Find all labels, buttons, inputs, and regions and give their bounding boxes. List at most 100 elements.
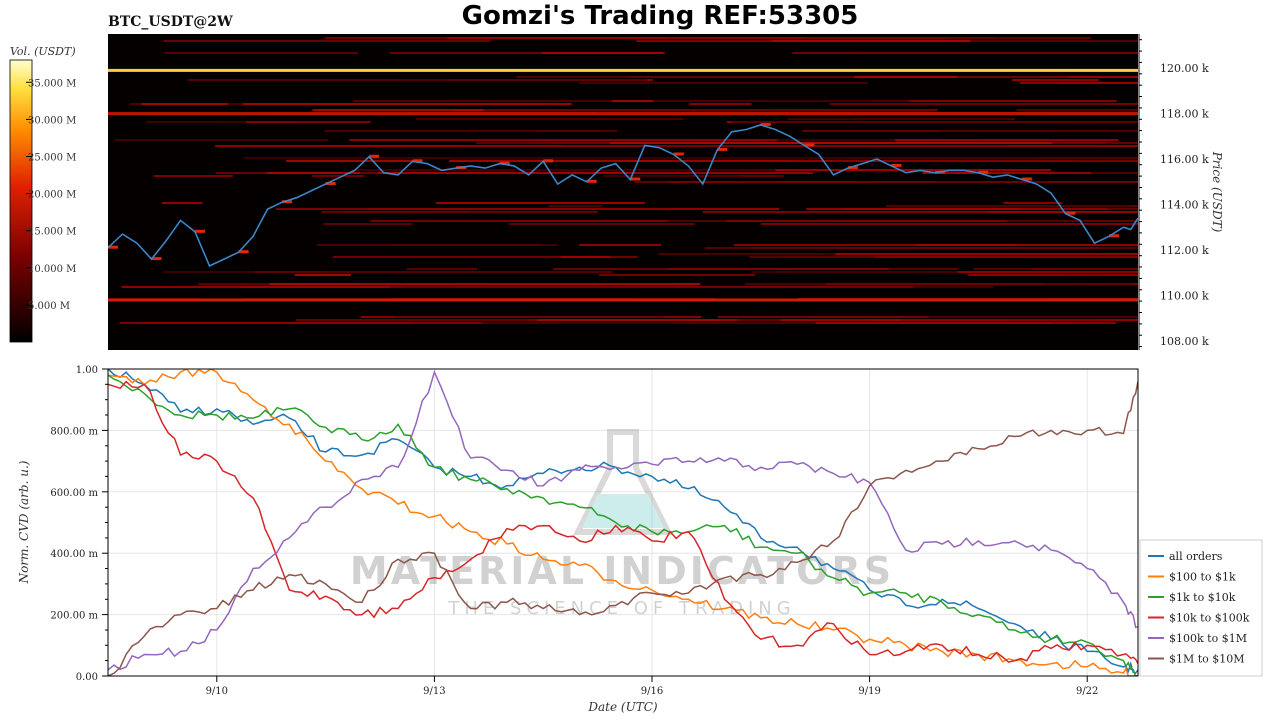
heatmap-band bbox=[294, 274, 351, 276]
heatmap-band bbox=[968, 274, 1138, 276]
heatmap-hotspot bbox=[325, 182, 336, 185]
price-line bbox=[108, 124, 1138, 267]
heatmap-band bbox=[672, 322, 1074, 324]
heatmap-band bbox=[692, 319, 1005, 321]
heatmap-band bbox=[162, 271, 323, 273]
heatmap-band bbox=[406, 268, 478, 270]
heatmap-band bbox=[482, 322, 816, 324]
heatmap-band bbox=[738, 319, 781, 321]
heatmap-hotspot bbox=[1065, 211, 1076, 215]
heatmap-band bbox=[146, 121, 244, 123]
colorbar bbox=[9, 59, 33, 343]
heatmap-band bbox=[894, 139, 1119, 141]
heatmap-band bbox=[825, 283, 1043, 285]
heatmap-band bbox=[579, 244, 661, 246]
colorbar-ticks: 5.000 M 10.000 M 15.000 M 20.000 M 25.000 M 3… bbox=[26, 78, 76, 312]
cvd-x-tick-label: 9/10 bbox=[206, 686, 228, 697]
heatmap-band bbox=[835, 253, 1138, 255]
heatmap-band bbox=[1074, 220, 1138, 222]
heatmap-band bbox=[609, 142, 1052, 144]
colorbar-label: Vol. (USDT) bbox=[10, 45, 76, 58]
cvd-x-tick-label: 9/13 bbox=[423, 686, 445, 697]
heatmap-band bbox=[831, 160, 1138, 162]
heatmap-band bbox=[603, 175, 739, 177]
heatmap-band bbox=[702, 211, 1084, 213]
price-axis: 108.00 k 110.00 k 112.00 k 114.00 k 116.00 k… bbox=[1138, 34, 1209, 350]
price-tick-label: 108.00 k bbox=[1160, 335, 1209, 348]
heatmap-bright-level bbox=[108, 298, 1138, 302]
heatmap-band bbox=[163, 40, 491, 42]
heatmap-band bbox=[447, 37, 804, 39]
cvd-plot-area bbox=[108, 369, 1138, 676]
heatmap-band bbox=[548, 205, 603, 207]
heatmap-band bbox=[295, 319, 538, 321]
cvd-series-line bbox=[108, 369, 1138, 671]
heatmap-band bbox=[689, 103, 752, 105]
legend: all orders $100 to $1k $1k to $10k $10k to … bbox=[1139, 539, 1263, 677]
heatmap-band bbox=[161, 202, 203, 204]
heatmap-band bbox=[672, 160, 960, 162]
heatmap-hotspot bbox=[369, 154, 380, 158]
heatmap-hotspot bbox=[978, 170, 989, 174]
legend-entry: $100k to $1M bbox=[1169, 632, 1247, 645]
heatmap-band bbox=[1091, 172, 1138, 174]
cvd-y-tick-label: 1.00 bbox=[76, 365, 98, 376]
cvd-y-tick-label: 400.00 m bbox=[50, 549, 98, 560]
heatmap-hotspot bbox=[760, 122, 771, 126]
heatmap-band bbox=[578, 82, 868, 84]
heatmap-band bbox=[269, 283, 701, 285]
heatmap-background bbox=[108, 34, 1138, 350]
cvd-y-axis-label: Norm. CVD (arb. u.) bbox=[17, 460, 31, 584]
legend-box bbox=[1139, 539, 1263, 677]
heatmap-band bbox=[321, 211, 598, 213]
price-tick-label: 110.00 k bbox=[1160, 289, 1209, 302]
heatmap-band bbox=[424, 157, 852, 159]
heatmap-band bbox=[667, 37, 995, 39]
heatmap-hotspot bbox=[717, 147, 728, 151]
heatmap-hotspot bbox=[195, 229, 205, 233]
heatmap-band bbox=[771, 40, 1054, 42]
heatmap-band bbox=[599, 274, 756, 276]
heatmap-hotspot bbox=[586, 179, 597, 183]
heatmap-band bbox=[749, 256, 873, 258]
heatmap-band bbox=[542, 52, 664, 54]
heatmap-hotspot bbox=[543, 159, 554, 163]
heatmap-band bbox=[991, 172, 1112, 174]
cvd-series-line bbox=[108, 381, 1138, 676]
heatmap-band bbox=[1003, 202, 1063, 204]
cvd-x-tick-label: 9/16 bbox=[641, 686, 663, 697]
heatmap-band bbox=[949, 37, 1091, 39]
heatmap-band bbox=[317, 244, 541, 246]
heatmap-band bbox=[312, 109, 484, 111]
heatmap-band bbox=[389, 52, 666, 54]
heatmap-band bbox=[819, 169, 1031, 171]
legend-entry: $1M to $10M bbox=[1169, 653, 1245, 666]
heatmap-band bbox=[841, 208, 1018, 210]
heatmap-band bbox=[349, 139, 778, 141]
heatmap-band bbox=[1107, 208, 1138, 210]
heatmap-band bbox=[916, 244, 1138, 246]
cvd-series-line bbox=[108, 369, 1138, 674]
heatmap-hotspot bbox=[804, 143, 815, 147]
heatmap-band bbox=[1061, 130, 1138, 132]
cvd-x-axis-label: Date (UTC) bbox=[587, 700, 657, 714]
cvd-y-axis: 0.00 200.00 m 400.00 m 600.00 m 800.00 m 1.00 bbox=[50, 365, 108, 683]
cvd-y-tick-label: 800.00 m bbox=[50, 426, 98, 437]
heatmap-hotspot bbox=[891, 163, 902, 167]
heatmap-band bbox=[312, 175, 365, 177]
heatmap-band bbox=[528, 319, 719, 321]
cvd-x-tick-label: 9/22 bbox=[1076, 686, 1098, 697]
colorbar-tick-label: 30.000 M bbox=[28, 115, 76, 126]
heatmap-band bbox=[560, 256, 611, 258]
heatmap-band bbox=[973, 268, 1050, 270]
cvd-x-axis: 9/10 9/13 9/16 9/19 9/22 bbox=[206, 676, 1098, 697]
colorbar-tick-label: 5.000 M bbox=[28, 301, 70, 312]
heatmap-band bbox=[809, 316, 1138, 318]
heatmap-band bbox=[1019, 82, 1138, 84]
price-tick-label: 114.00 k bbox=[1160, 199, 1209, 212]
heatmap-band bbox=[733, 244, 1017, 246]
cvd-y-tick-label: 0.00 bbox=[76, 672, 98, 683]
heatmap-band bbox=[726, 220, 1008, 222]
heatmap-hotspot bbox=[151, 257, 162, 261]
